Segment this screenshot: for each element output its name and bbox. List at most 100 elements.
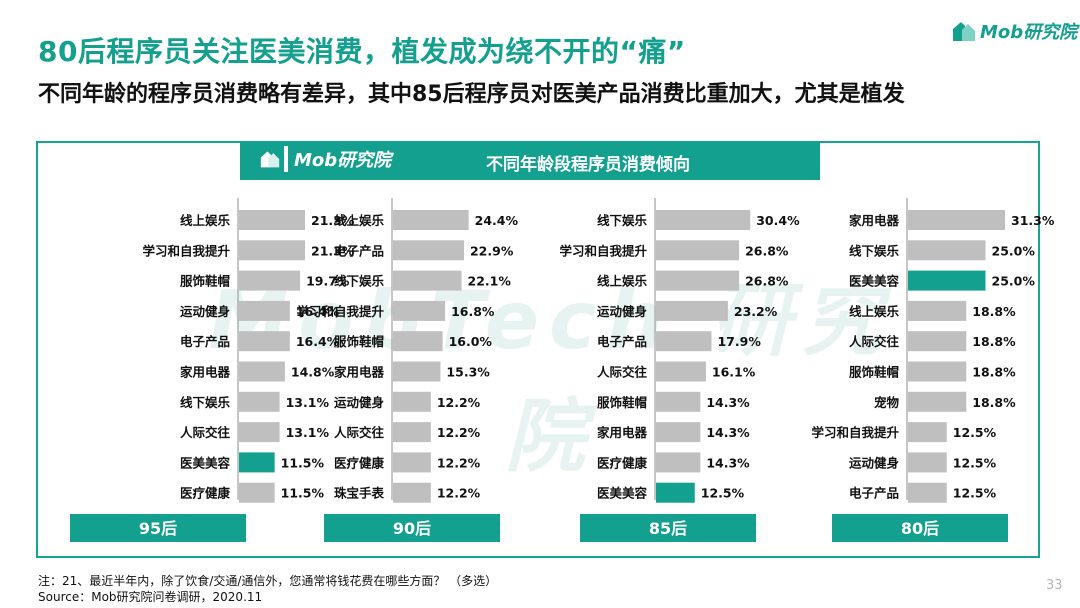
category-label: 学习和自我提升: [811, 425, 899, 440]
value-label: 14.8%: [291, 365, 335, 380]
bar-80后-1: [908, 240, 986, 261]
category-label: 家用电器: [180, 365, 231, 380]
category-label: 运动健身: [180, 304, 231, 319]
bar-85后-5: [656, 361, 706, 382]
category-label: 线上娱乐: [597, 274, 648, 289]
value-label: 12.2%: [437, 425, 481, 440]
value-label: 18.8%: [972, 365, 1016, 380]
bar-80后-0: [908, 210, 1006, 230]
brand-logo: Mob研究院: [952, 16, 1077, 46]
bar-95后-4: [239, 331, 290, 352]
category-label: 医美美容: [180, 455, 231, 470]
value-label: 26.8%: [745, 243, 789, 258]
category-label: 家用电器: [849, 213, 900, 228]
bar-90后-6: [393, 391, 431, 412]
group-label-bar-1: [324, 514, 500, 542]
group-label: 80后: [901, 519, 939, 538]
category-label: 线下娱乐: [334, 274, 385, 289]
value-label: 18.8%: [972, 395, 1016, 410]
value-label: 14.3%: [706, 395, 750, 410]
bar-85后-8: [656, 452, 701, 473]
banner-logo-text: Mob研究院: [284, 146, 391, 172]
bar-95后-6: [239, 391, 280, 412]
page-title: 80后程序员关注医美消费，植发成为绕不开的“痛”: [38, 35, 686, 68]
bar-90后-3: [393, 300, 446, 321]
bar-90后-9: [393, 482, 431, 503]
category-label: 医疗健康: [334, 455, 385, 470]
value-label: 12.5%: [953, 455, 997, 470]
bar-90后-4: [393, 331, 443, 352]
bar-95后-2: [239, 270, 301, 291]
value-label: 16.0%: [449, 334, 493, 349]
value-label: 18.8%: [972, 334, 1016, 349]
category-label: 线下娱乐: [180, 395, 231, 410]
value-label: 19.7%: [306, 274, 350, 289]
value-label: 13.1%: [286, 425, 330, 440]
bar-80后-4: [908, 331, 967, 352]
category-label: 服饰鞋帽: [597, 395, 647, 410]
value-label: 16.4%: [296, 304, 340, 319]
bar-85后-2: [656, 270, 740, 291]
category-label: 电子产品: [597, 334, 647, 349]
value-label: 12.5%: [701, 486, 745, 501]
value-label: 22.9%: [470, 243, 514, 258]
bar-90后-8: [393, 452, 431, 473]
value-label: 17.9%: [717, 334, 761, 349]
bar-85后-7: [656, 422, 701, 443]
value-label: 11.5%: [281, 486, 325, 501]
banner-logo: Mob研究院: [260, 146, 391, 172]
bar-85后-9: [656, 482, 695, 503]
bar-80后-2: [908, 270, 986, 291]
value-label: 31.3%: [1011, 213, 1055, 228]
group-label: 90后: [393, 519, 431, 538]
category-label: 运动健身: [334, 395, 385, 410]
value-label: 22.1%: [468, 274, 512, 289]
bar-80后-3: [908, 300, 967, 321]
value-label: 14.3%: [706, 425, 750, 440]
bar-95后-7: [239, 422, 280, 443]
category-label: 学习和自我提升: [559, 243, 647, 258]
bar-90后-1: [393, 240, 464, 261]
bar-95后-0: [239, 210, 306, 230]
group-label-bar-0: [70, 514, 246, 542]
group-label-bar-3: [832, 514, 1008, 542]
bar-80后-7: [908, 422, 947, 443]
value-label: 24.4%: [475, 213, 519, 228]
category-label: 宠物: [874, 395, 900, 410]
category-label: 线上娱乐: [334, 213, 385, 228]
category-label: 服饰鞋帽: [849, 365, 899, 380]
category-label: 医疗健康: [180, 486, 231, 501]
bar-90后-2: [393, 270, 462, 291]
bar-85后-1: [656, 240, 740, 261]
value-label: 16.4%: [296, 334, 340, 349]
category-label: 人际交往: [334, 425, 385, 440]
value-label: 16.1%: [712, 365, 756, 380]
category-label: 珠宝手表: [334, 486, 385, 501]
bar-80后-9: [908, 482, 947, 503]
bar-90后-7: [393, 422, 431, 443]
value-label: 25.0%: [992, 243, 1036, 258]
category-label: 家用电器: [597, 425, 648, 440]
value-label: 12.5%: [953, 425, 997, 440]
value-label: 26.8%: [745, 274, 789, 289]
value-label: 21.3%: [311, 213, 355, 228]
value-label: 23.2%: [734, 304, 778, 319]
value-label: 15.3%: [446, 365, 490, 380]
category-label: 线上娱乐: [180, 213, 231, 228]
value-label: 11.5%: [281, 455, 325, 470]
value-label: 18.8%: [972, 304, 1016, 319]
category-label: 运动健身: [597, 304, 648, 319]
bar-95后-3: [239, 300, 290, 321]
value-label: 30.4%: [756, 213, 800, 228]
category-label: 电子产品: [334, 243, 384, 258]
category-label: 学习和自我提升: [296, 304, 384, 319]
page-subtitle: 不同年龄的程序员消费略有差异，其中85后程序员对医美产品消费比重加大，尤其是植发: [38, 82, 905, 107]
banner-title: 不同年龄段程序员消费倾向: [486, 155, 690, 175]
bar-95后-5: [239, 361, 285, 382]
bar-90后-5: [393, 361, 441, 382]
category-label: 线下娱乐: [849, 243, 900, 258]
category-label: 服饰鞋帽: [334, 334, 384, 349]
category-label: 电子产品: [849, 486, 899, 501]
category-label: 线上娱乐: [849, 304, 900, 319]
